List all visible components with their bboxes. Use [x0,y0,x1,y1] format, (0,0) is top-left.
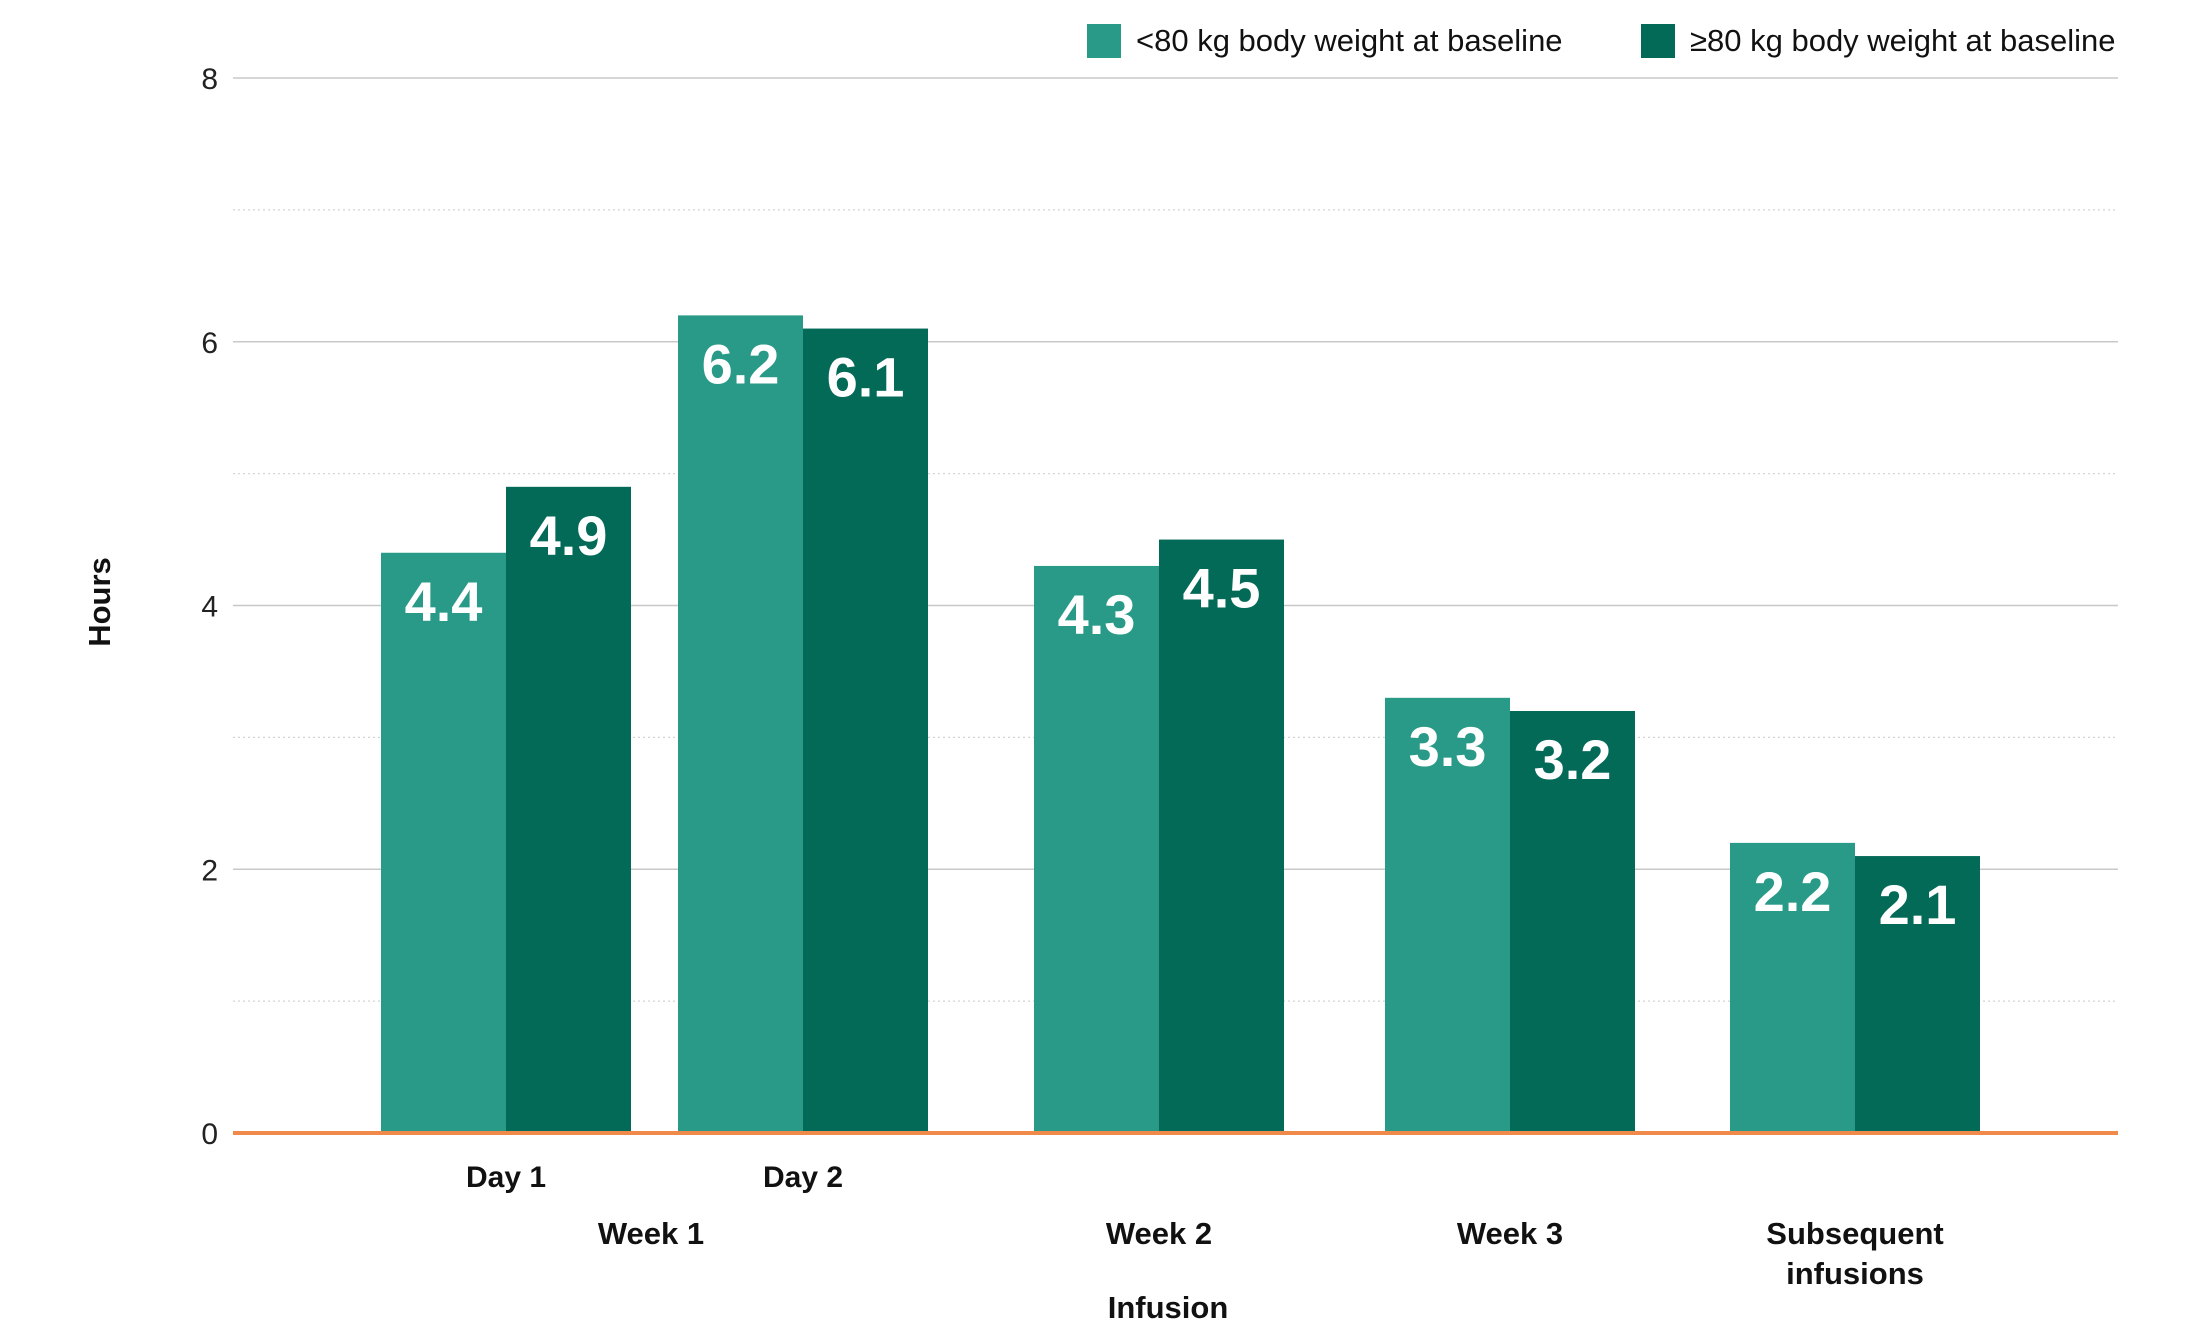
legend-swatch [1641,24,1675,58]
x-group-label: Week 3 [1457,1216,1563,1251]
legend-swatch [1087,24,1121,58]
bar-series-1 [1730,842,1855,1133]
legend-label: ≥80 kg body weight at baseline [1690,23,2115,58]
bar-series-1 [381,552,506,1133]
bars-layer [381,315,1980,1133]
y-axis-title: Hours [82,557,117,647]
x-group-label: Week 1 [598,1216,704,1251]
y-tick-label: 0 [201,1118,218,1151]
y-tick-label: 2 [201,854,218,887]
data-label: 6.1 [827,346,905,409]
data-label: 3.3 [1409,715,1487,778]
bar-series-2 [1855,856,1980,1133]
x-axis-title: Infusion [1108,1290,1229,1325]
y-tick-label: 6 [201,327,218,360]
data-label: 2.1 [1879,873,1957,936]
x-tick-label: Day 1 [466,1161,546,1194]
bar-series-2 [1159,539,1284,1133]
x-group-label: Week 2 [1106,1216,1212,1251]
bar-series-1 [1385,697,1510,1133]
x-tick-label: Day 2 [763,1161,843,1194]
x-group-label: infusions [1786,1256,1924,1291]
data-labels-layer: 4.4 6.2 4.3 3.3 2.2 4.9 6.1 4.5 3.2 2.1 [405,332,1957,936]
data-label: 4.3 [1058,583,1136,646]
data-label: 4.9 [530,504,608,567]
data-label: 4.5 [1183,557,1261,620]
data-label: 6.2 [702,332,780,395]
bar-series-2 [1510,711,1635,1133]
y-tick-label: 4 [201,591,218,624]
x-group-label: Subsequent [1766,1216,1943,1251]
data-label: 2.2 [1754,860,1832,923]
bar-series-1 [1034,565,1159,1133]
legend-label: <80 kg body weight at baseline [1136,23,1563,58]
bar-series-2 [803,328,928,1133]
y-tick-label: 8 [201,63,218,96]
data-label: 3.2 [1534,728,1612,791]
bar-series-2 [506,486,631,1133]
y-axis: 0 2 4 6 8 [201,63,218,1151]
legend: <80 kg body weight at baseline ≥80 kg bod… [1087,23,2115,58]
bar-series-1 [678,315,803,1133]
data-label: 4.4 [405,570,483,633]
x-axis: Day 1 Day 2 Week 1 Week 2 Week 3 Subsequent in… [233,1131,2118,1291]
